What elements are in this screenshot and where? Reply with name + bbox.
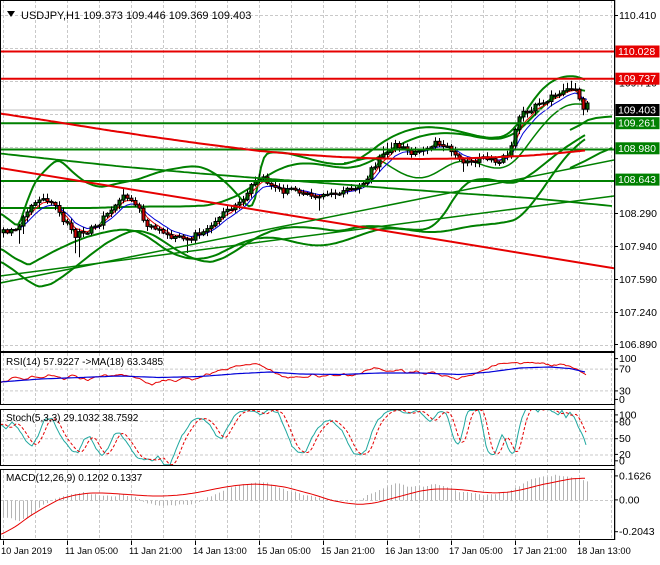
svg-text:108.980: 108.980 <box>618 143 656 155</box>
svg-text:50: 50 <box>619 433 631 445</box>
svg-text:15 Jan 05:00: 15 Jan 05:00 <box>257 546 311 556</box>
svg-text:0: 0 <box>619 394 625 406</box>
svg-text:Stoch(5,3,3) 29.1032 38.7592: Stoch(5,3,3) 29.1032 38.7592 <box>6 413 139 424</box>
svg-text:107.590: 107.590 <box>619 274 657 286</box>
svg-text:20: 20 <box>619 449 631 461</box>
svg-text:RSI(14) 57.9227 ->MA(18) 63.3: RSI(14) 57.9227 ->MA(18) 63.3485 <box>6 357 163 368</box>
svg-text:80: 80 <box>619 416 631 428</box>
svg-text:14 Jan 13:00: 14 Jan 13:00 <box>193 546 247 556</box>
svg-text:100: 100 <box>619 353 637 365</box>
svg-text:110.410: 110.410 <box>619 10 656 22</box>
svg-text:0.1626: 0.1626 <box>619 470 651 482</box>
svg-text:110.028: 110.028 <box>618 46 655 58</box>
svg-text:106.890: 106.890 <box>619 339 657 351</box>
svg-text:18 Jan 13:00: 18 Jan 13:00 <box>577 546 631 556</box>
svg-text:15 Jan 21:00: 15 Jan 21:00 <box>321 546 375 556</box>
svg-text:107.240: 107.240 <box>619 307 657 319</box>
svg-text:109.403: 109.403 <box>618 105 656 117</box>
svg-text:17 Jan 21:00: 17 Jan 21:00 <box>513 546 567 556</box>
svg-text:11 Jan 21:00: 11 Jan 21:00 <box>129 546 182 556</box>
svg-text:30: 30 <box>619 385 631 397</box>
svg-text:0: 0 <box>619 455 625 467</box>
svg-text:-0.2043: -0.2043 <box>619 526 655 538</box>
svg-text:107.940: 107.940 <box>619 241 657 253</box>
svg-text:70: 70 <box>619 364 631 376</box>
svg-text:0.00: 0.00 <box>619 494 640 506</box>
svg-text:100: 100 <box>619 409 637 421</box>
svg-text:10 Jan 2019: 10 Jan 2019 <box>1 546 52 556</box>
svg-text:16 Jan 13:00: 16 Jan 13:00 <box>385 546 439 556</box>
svg-text:108.643: 108.643 <box>618 174 656 186</box>
svg-text:17 Jan 05:00: 17 Jan 05:00 <box>449 546 503 556</box>
svg-text:109.737: 109.737 <box>618 73 656 85</box>
svg-text:108.290: 108.290 <box>619 208 657 220</box>
svg-text:USDJPY,H1 109.373 109.446 109: USDJPY,H1 109.373 109.446 109.369 109.40… <box>21 10 251 22</box>
svg-text:109.261: 109.261 <box>618 118 656 130</box>
svg-text:MACD(12,26,9) 0.1202 0.1337: MACD(12,26,9) 0.1202 0.1337 <box>6 473 143 484</box>
svg-text:11 Jan 05:00: 11 Jan 05:00 <box>65 546 118 556</box>
